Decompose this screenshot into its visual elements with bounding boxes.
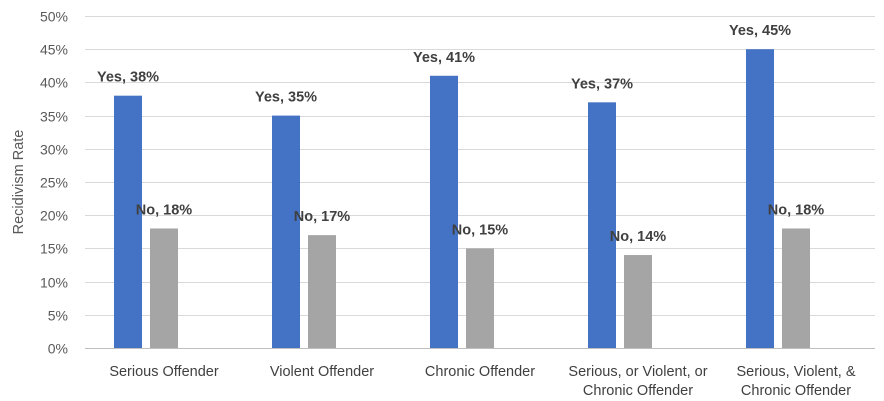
bar-yes	[588, 102, 616, 348]
y-tick-label: 20%	[40, 208, 68, 224]
data-label-yes: Yes, 35%	[255, 90, 317, 106]
category-label-line: Serious, or Violent, or	[568, 364, 707, 380]
data-label-no: No, 18%	[136, 202, 193, 218]
y-tick-label: 0%	[48, 341, 68, 357]
data-label-yes: Yes, 41%	[413, 50, 475, 66]
y-tick-label: 45%	[40, 42, 68, 58]
bar-no	[466, 248, 494, 348]
category-label: Serious, Violent, & Chronic Offender	[736, 364, 855, 399]
data-label-no: No, 17%	[294, 209, 351, 225]
bar-yes	[114, 95, 142, 349]
category-label-line: Chronic Offender	[741, 383, 851, 399]
bars-layer	[114, 49, 810, 349]
bar-yes	[272, 115, 300, 348]
category-label: Chronic Offender	[425, 364, 535, 380]
data-label-no: No, 18%	[768, 202, 825, 218]
category-label: Violent Offender	[270, 364, 374, 380]
grid-layer	[85, 16, 875, 349]
bar-no	[782, 228, 810, 348]
y-axis-title: Recidivism Rate	[11, 130, 27, 235]
data-label-no: No, 14%	[610, 229, 667, 245]
y-tick-label: 30%	[40, 142, 68, 158]
category-label-line: Serious, Violent, &	[736, 364, 855, 380]
category-label-line: Serious Offender	[109, 364, 219, 380]
category-label: Serious Offender	[109, 364, 219, 380]
category-label-line: Chronic Offender	[425, 364, 535, 380]
data-label-yes: Yes, 38%	[97, 70, 159, 86]
bar-yes	[746, 49, 774, 348]
y-tick-label: 50%	[40, 9, 68, 25]
y-tick-label: 10%	[40, 275, 68, 291]
bar-no	[624, 255, 652, 348]
category-label-line: Violent Offender	[270, 364, 374, 380]
y-axis-ticks: 0% 5% 10% 15% 20% 25% 30% 35% 40% 45% 50%	[40, 9, 68, 357]
data-labels-layer: Yes, 38% No, 18% Yes, 35% No, 17% Yes, 41% No…	[97, 23, 824, 245]
bar-no	[308, 235, 336, 348]
category-label-line: Chronic Offender	[583, 383, 693, 399]
bar-no	[150, 228, 178, 348]
y-tick-label: 25%	[40, 175, 68, 191]
data-label-yes: Yes, 37%	[571, 76, 633, 92]
y-tick-label: 35%	[40, 109, 68, 125]
data-label-no: No, 15%	[452, 222, 509, 238]
y-tick-label: 5%	[48, 308, 68, 324]
y-tick-label: 40%	[40, 75, 68, 91]
y-tick-label: 15%	[40, 241, 68, 257]
category-label: Serious, or Violent, or Chronic Offender	[568, 364, 707, 399]
category-labels-layer: Serious Offender Violent Offender Chronic …	[109, 364, 856, 399]
bar-yes	[430, 75, 458, 348]
data-label-yes: Yes, 45%	[729, 23, 791, 39]
